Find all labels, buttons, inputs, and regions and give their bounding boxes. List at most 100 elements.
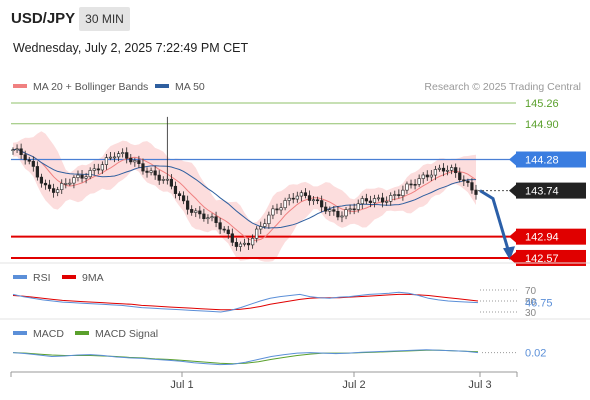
chart-datetime: Wednesday, July 2, 2025 7:22:49 PM CET [13, 41, 249, 55]
legend-swatch-ma20 [13, 84, 27, 88]
last-price-label: 143.74 [525, 186, 559, 198]
candle-body [320, 200, 324, 208]
candle-body [202, 213, 206, 219]
candle-body [100, 164, 104, 171]
level-label-1: 144.90 [525, 119, 559, 131]
projection-path [479, 189, 512, 257]
candle-body [425, 174, 429, 178]
x-tick-label-0: Jul 1 [170, 379, 193, 391]
candle-body [303, 192, 308, 196]
legend-label-ma50: MA 50 [175, 81, 205, 93]
candle-body [206, 217, 210, 220]
candle-body [405, 183, 409, 191]
candle-body [389, 195, 393, 202]
candle-body [421, 174, 425, 179]
x-tick-label-1: Jul 2 [342, 379, 365, 391]
rsi-value-label: 46.75 [525, 298, 553, 310]
candle-body [64, 183, 68, 185]
level-label-4: 142.57 [525, 253, 559, 265]
candle-body [433, 169, 437, 176]
candle-body [169, 178, 173, 187]
candle-body [137, 160, 141, 164]
candle-body [173, 185, 178, 194]
candle-body [242, 242, 247, 245]
legend-swatch-9ma [62, 275, 76, 279]
candle-body [214, 216, 218, 223]
candle-body [328, 209, 332, 212]
bollinger-band-area [13, 131, 476, 262]
candle-body [344, 209, 348, 217]
candle-body [47, 184, 52, 189]
candle-body [68, 182, 72, 185]
candle-body [27, 159, 31, 162]
candle-body [445, 169, 450, 172]
macd-value-label: 0.02 [525, 348, 546, 360]
level-tag-pointer-3 [509, 230, 516, 243]
candle-body [263, 223, 267, 227]
candle-body [108, 156, 113, 159]
rsi-9ma-line [12, 293, 479, 311]
level-tag-bg-3 [516, 228, 586, 245]
macd-signal-line [12, 349, 479, 365]
candle-body [255, 228, 259, 239]
rsi-grid-label-2: 30 [525, 308, 537, 319]
candle-body [336, 210, 340, 218]
candle-body [125, 152, 129, 159]
candle-body [287, 197, 291, 201]
candle-body [462, 179, 466, 182]
candle-body [39, 176, 44, 184]
candle-body [360, 198, 364, 205]
candle-body [230, 233, 234, 243]
candle-body [222, 228, 226, 231]
candle-body [417, 178, 421, 185]
candle-body [226, 229, 230, 235]
candle-body [129, 157, 133, 163]
candle-body [450, 167, 454, 171]
legend-label-macd: MACD [33, 328, 64, 340]
timeframe-button[interactable]: 30 MIN [79, 7, 130, 31]
symbol-title: USD/JPY [11, 10, 76, 27]
candle-body [393, 194, 397, 196]
candle-body [88, 170, 92, 178]
candle-body [177, 193, 182, 196]
candle-body [186, 200, 190, 210]
candle-body [43, 182, 48, 186]
legend-label-9ma: 9MA [82, 272, 104, 284]
candle-body [401, 189, 405, 196]
candle-body [153, 170, 157, 176]
candle-body [397, 194, 401, 196]
candle-body [275, 208, 279, 211]
candle-body [60, 183, 64, 190]
candle-body [52, 188, 56, 193]
legend-swatch-ma50 [155, 84, 169, 88]
level-tag-pointer-4 [509, 251, 516, 264]
legend-label-rsi: RSI [33, 272, 51, 284]
candle-body [251, 238, 255, 246]
candles [11, 116, 478, 252]
candle-body [376, 197, 381, 200]
candle-body [116, 153, 121, 158]
candle-body [165, 178, 169, 181]
candle-body [121, 152, 125, 154]
candle-body [218, 222, 222, 230]
candle-body [92, 168, 96, 171]
legend-label-macd-signal: MACD Signal [95, 328, 158, 340]
candle-body [454, 167, 458, 174]
candle-body [259, 226, 263, 230]
candle-body [161, 179, 165, 181]
level-label-0: 145.26 [525, 98, 559, 110]
candle-body [295, 195, 299, 200]
candle-body [84, 176, 88, 179]
candle-body [368, 200, 373, 203]
candle-body [441, 167, 446, 172]
macd-panel: 0.02 [12, 348, 546, 366]
rsi-line [12, 291, 479, 313]
legend-swatch-macd [13, 331, 27, 335]
candle-body [145, 170, 149, 173]
candle-body [149, 170, 153, 173]
candle-body [141, 163, 145, 172]
candle-body [31, 160, 35, 167]
candle-body [96, 168, 100, 171]
candle-body [56, 189, 60, 193]
